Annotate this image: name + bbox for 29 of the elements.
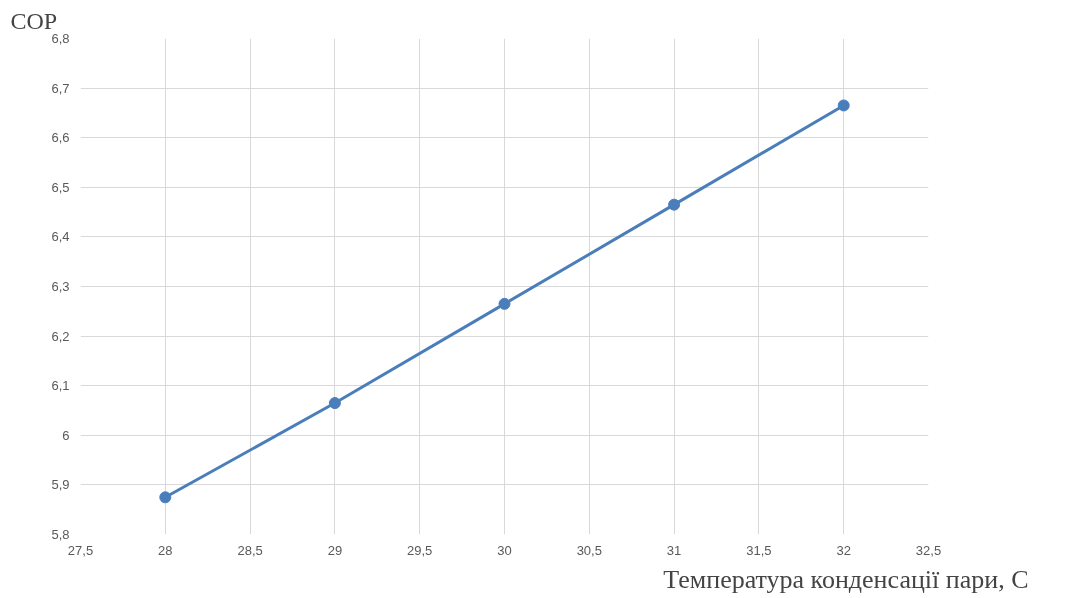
y-tick-label: 6,2 (51, 328, 70, 344)
y-tick-label: 6,4 (51, 229, 70, 245)
x-tick-label: 28 (158, 542, 173, 558)
x-axis-title: Температура конденсації пари, С (663, 564, 1029, 594)
x-tick-label: 30,5 (576, 542, 602, 558)
y-tick-label: 6,3 (51, 279, 70, 294)
x-tick-label: 27,5 (67, 542, 94, 558)
point (837, 99, 850, 112)
y-tick-label: 5,8 (51, 527, 70, 542)
y-tick-label: 6,6 (51, 130, 70, 146)
y-tick-label: 5,9 (51, 477, 70, 493)
x-tick-label: 29,5 (407, 542, 433, 558)
x-tick-label: 29 (327, 542, 343, 558)
x-tick-label: 28,5 (237, 542, 263, 558)
y-tick-label: 6 (62, 427, 70, 443)
y-axis-title: COP (10, 7, 58, 34)
x-tick-label: 31,5 (746, 542, 772, 558)
y-tick-label: 6,7 (51, 80, 70, 96)
point (498, 297, 511, 310)
x-tick-label: 30 (497, 542, 512, 558)
x-tick-label: 31 (666, 542, 682, 558)
y-tick-label: 6,8 (51, 31, 70, 46)
x-tick-label: 32 (836, 542, 851, 558)
y-tick-label: 6,5 (51, 179, 70, 195)
point (328, 397, 341, 410)
y-tick-label: 6,1 (51, 378, 70, 394)
point (668, 198, 681, 211)
point (159, 491, 172, 504)
x-tick-label: 32,5 (915, 542, 942, 558)
